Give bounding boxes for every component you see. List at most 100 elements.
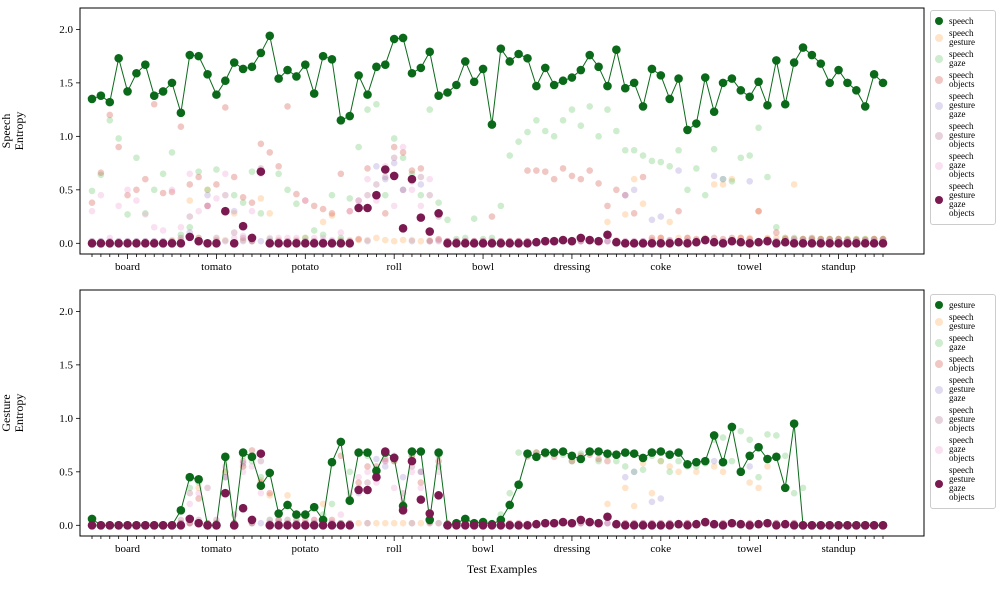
data-point xyxy=(194,475,203,484)
data-point xyxy=(301,510,310,519)
data-point xyxy=(621,484,629,492)
data-point xyxy=(693,468,700,476)
data-point xyxy=(337,511,345,518)
data-point xyxy=(443,521,452,530)
data-point xyxy=(407,447,417,456)
data-point xyxy=(97,171,105,179)
x-tick-label: dressing xyxy=(554,543,591,555)
data-point xyxy=(133,186,140,194)
data-point xyxy=(399,154,407,162)
data-point xyxy=(550,175,558,183)
data-point xyxy=(195,173,202,181)
data-point xyxy=(443,239,452,248)
data-point xyxy=(435,519,442,527)
data-point xyxy=(123,87,132,96)
data-point xyxy=(533,167,540,174)
data-point xyxy=(674,519,683,529)
data-point xyxy=(869,521,879,530)
data-point xyxy=(736,467,746,477)
data-point xyxy=(496,44,506,53)
legend-swatch xyxy=(935,34,943,42)
data-point xyxy=(167,78,177,88)
legend-label: gesture xyxy=(949,299,975,310)
data-point xyxy=(248,199,256,206)
data-point xyxy=(248,447,256,454)
data-point xyxy=(613,457,620,465)
data-point xyxy=(159,170,167,178)
data-point xyxy=(860,102,870,111)
data-point xyxy=(718,457,728,467)
data-point xyxy=(755,207,762,215)
legend-marker xyxy=(935,480,943,488)
data-point xyxy=(701,191,709,199)
y-axis-label: Gesture Entropy xyxy=(0,393,26,433)
legend-swatch xyxy=(935,318,943,326)
data-point xyxy=(336,521,346,530)
data-point xyxy=(149,91,159,101)
legend-swatch xyxy=(935,101,943,110)
data-point xyxy=(595,455,602,463)
legend-label: speech objects xyxy=(949,70,975,89)
data-point xyxy=(186,170,194,178)
legend-marker xyxy=(935,55,943,63)
data-point xyxy=(435,519,442,527)
data-point xyxy=(238,448,248,457)
data-point xyxy=(416,495,426,504)
legend-entry: speech gesture xyxy=(934,313,995,331)
data-point xyxy=(816,239,826,248)
data-point xyxy=(115,202,122,210)
data-point xyxy=(613,186,620,194)
data-point xyxy=(825,239,834,248)
legend-label: speech gaze xyxy=(949,49,974,68)
data-point xyxy=(825,78,834,88)
data-point xyxy=(630,175,638,183)
data-point xyxy=(417,237,425,245)
data-point xyxy=(487,239,497,248)
data-point xyxy=(700,235,710,245)
data-point xyxy=(780,483,790,493)
data-point xyxy=(478,64,488,74)
data-point xyxy=(177,123,185,131)
data-point xyxy=(460,514,470,524)
legend-entry: speech xyxy=(934,16,995,26)
data-point xyxy=(408,468,416,476)
data-point xyxy=(638,521,648,530)
data-point xyxy=(408,519,416,527)
data-point xyxy=(878,239,888,248)
data-point xyxy=(789,419,799,428)
data-point xyxy=(319,500,327,508)
data-point xyxy=(603,449,612,458)
data-point xyxy=(239,232,247,240)
data-point xyxy=(159,189,167,197)
legend-marker xyxy=(935,196,943,204)
data-point xyxy=(675,457,682,465)
data-point xyxy=(257,519,265,527)
data-point xyxy=(515,449,522,456)
data-point xyxy=(843,521,852,530)
data-point xyxy=(212,90,221,99)
data-point xyxy=(585,447,595,456)
legend-entry: speech gesture xyxy=(934,29,995,47)
data-point xyxy=(345,111,355,121)
data-point xyxy=(257,210,265,217)
data-point xyxy=(746,463,753,470)
data-point xyxy=(709,107,719,117)
data-point xyxy=(852,86,861,95)
data-point xyxy=(878,521,888,530)
legend-label: speech gesture xyxy=(949,28,975,47)
data-point xyxy=(719,434,727,441)
data-point xyxy=(683,125,692,135)
y-tick-label: 0.5 xyxy=(59,466,73,478)
legend-label: speech gesture gaze objects xyxy=(949,465,975,502)
data-point xyxy=(718,78,728,88)
data-point xyxy=(460,239,470,248)
data-point xyxy=(327,457,337,467)
data-point xyxy=(266,210,274,217)
data-point xyxy=(247,233,257,243)
legend-marker xyxy=(935,161,943,170)
data-point xyxy=(302,197,309,204)
data-point xyxy=(390,519,398,527)
data-point xyxy=(505,521,515,530)
data-point xyxy=(621,473,629,481)
data-point xyxy=(204,484,211,492)
